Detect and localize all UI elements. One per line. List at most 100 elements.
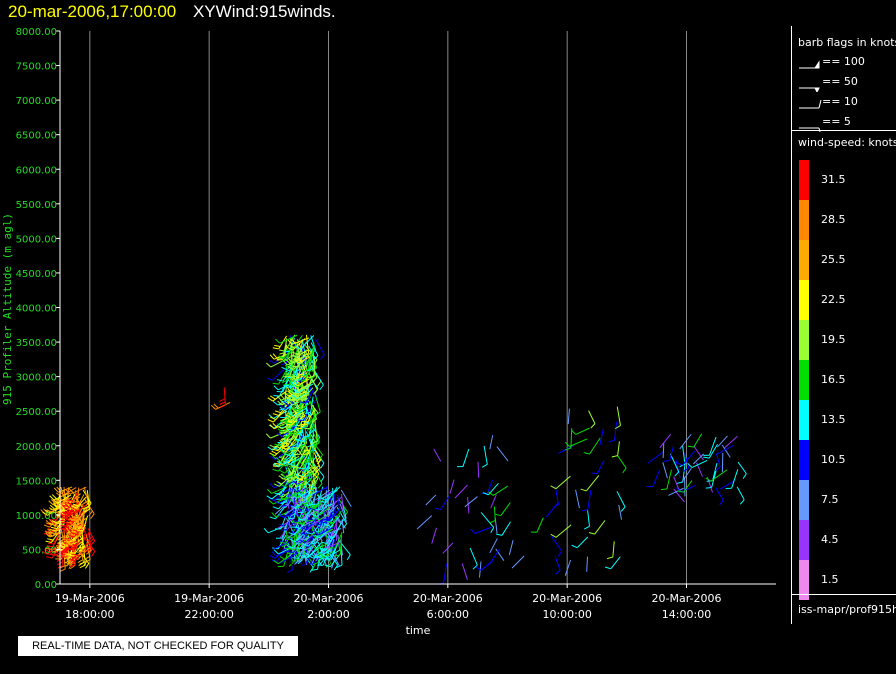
wind-barb xyxy=(494,502,511,517)
wind-barb xyxy=(283,511,294,530)
wind-barb xyxy=(331,517,339,537)
wind-barb xyxy=(677,480,693,493)
x-tick-label: 19-Mar-2006 xyxy=(174,592,244,605)
wind-barb xyxy=(291,486,310,498)
wind-barb xyxy=(480,512,495,533)
colorbar-label: 7.5 xyxy=(821,493,839,506)
wind-barb xyxy=(77,531,84,553)
y-tick-label: 7500.00 xyxy=(16,62,57,73)
wind-barb xyxy=(292,400,314,413)
wind-barb xyxy=(716,444,734,456)
wind-barb xyxy=(341,493,344,512)
wind-barb xyxy=(276,373,292,393)
wind-barb xyxy=(489,538,498,554)
wind-barb xyxy=(279,334,296,352)
wind-barb xyxy=(553,485,559,508)
wind-barb xyxy=(530,517,544,533)
wind-barb xyxy=(292,497,296,513)
wind-barb xyxy=(456,448,470,468)
wind-barb xyxy=(337,534,341,551)
y-tick-label: 3500.00 xyxy=(16,338,57,349)
wind-barb xyxy=(564,438,588,447)
colorbar-label: 25.5 xyxy=(821,253,846,266)
wind-barb xyxy=(304,500,327,510)
wind-barbs xyxy=(40,334,747,585)
wind-barb xyxy=(329,496,343,508)
wind-barb xyxy=(313,487,318,505)
wind-barb xyxy=(311,503,323,520)
wind-barb xyxy=(580,475,600,492)
wind-barb xyxy=(615,406,621,430)
chart-title: 20-mar-2006,17:00:00 XYWind:915winds. xyxy=(8,0,336,24)
wind-barb xyxy=(581,490,592,512)
barb-flag-icon xyxy=(799,60,820,69)
wind-barb xyxy=(292,510,307,524)
wind-barb xyxy=(314,337,325,360)
wind-barb xyxy=(219,387,226,409)
wind-barb xyxy=(488,548,501,566)
wind-barb xyxy=(433,448,442,462)
wind-barb xyxy=(270,449,290,461)
wind-barb xyxy=(715,487,724,506)
quality-notice: REAL-TIME DATA, NOT CHECKED FOR QUALITY xyxy=(18,636,298,656)
wind-barb xyxy=(326,510,342,524)
wind-barb xyxy=(302,355,312,372)
wind-barb xyxy=(669,453,680,477)
legend-divider xyxy=(791,26,792,624)
wind-barb xyxy=(77,515,89,532)
wind-barb xyxy=(591,460,605,475)
wind-barb xyxy=(554,556,561,575)
wind-barb xyxy=(288,538,307,551)
wind-barb xyxy=(320,486,341,501)
wind-barb xyxy=(275,334,298,344)
wind-barb xyxy=(304,445,312,464)
wind-barb xyxy=(315,507,326,526)
wind-barb xyxy=(724,435,738,449)
wind-barb xyxy=(416,515,433,530)
wind-barb xyxy=(308,358,316,379)
wind-barb xyxy=(315,489,331,501)
wind-barb xyxy=(488,485,509,496)
wind-barb xyxy=(322,549,341,559)
wind-barb xyxy=(311,404,318,424)
wind-barb xyxy=(461,563,468,580)
wind-barb xyxy=(299,389,315,404)
wind-barb xyxy=(508,539,514,555)
wind-barb xyxy=(311,420,318,444)
wind-barb xyxy=(604,556,621,570)
wind-barb xyxy=(703,443,718,459)
wind-barb xyxy=(296,428,316,442)
wind-barb xyxy=(588,410,596,429)
y-tick-label: 6500.00 xyxy=(16,131,57,142)
wind-barb xyxy=(571,427,590,435)
wind-barb xyxy=(296,387,314,401)
wind-barb xyxy=(325,515,341,527)
wind-barb xyxy=(272,493,293,510)
wind-barb xyxy=(675,459,681,478)
wind-barb xyxy=(662,443,665,459)
colorbar-segment xyxy=(799,160,809,200)
wind-barb xyxy=(297,407,311,422)
wind-barb xyxy=(608,421,618,443)
wind-barb xyxy=(329,531,343,549)
wind-barb xyxy=(431,527,437,544)
wind-barb xyxy=(681,467,692,483)
x-tick-labels: 19-Mar-2006 18:00:00 19-Mar-2006 22:00:00 20… xyxy=(55,584,721,621)
wind-barb xyxy=(496,446,509,462)
wind-barb xyxy=(599,428,604,446)
x-tick-label: 10:00:00 xyxy=(542,608,591,621)
axes xyxy=(59,31,776,585)
x-tick-label: 18:00:00 xyxy=(65,608,114,621)
wind-barb xyxy=(281,472,300,479)
wind-barb xyxy=(725,469,739,489)
x-tick-label: 6:00:00 xyxy=(427,608,469,621)
wind-barb xyxy=(325,542,339,561)
wind-barb xyxy=(313,369,324,391)
y-tick-label: 5000.00 xyxy=(16,234,57,245)
wind-barb xyxy=(276,425,298,437)
wind-barb xyxy=(327,487,334,507)
wind-barb xyxy=(295,335,315,350)
wind-barb xyxy=(340,489,352,507)
wind-barb xyxy=(77,539,89,556)
colorbar-segment xyxy=(799,280,809,320)
